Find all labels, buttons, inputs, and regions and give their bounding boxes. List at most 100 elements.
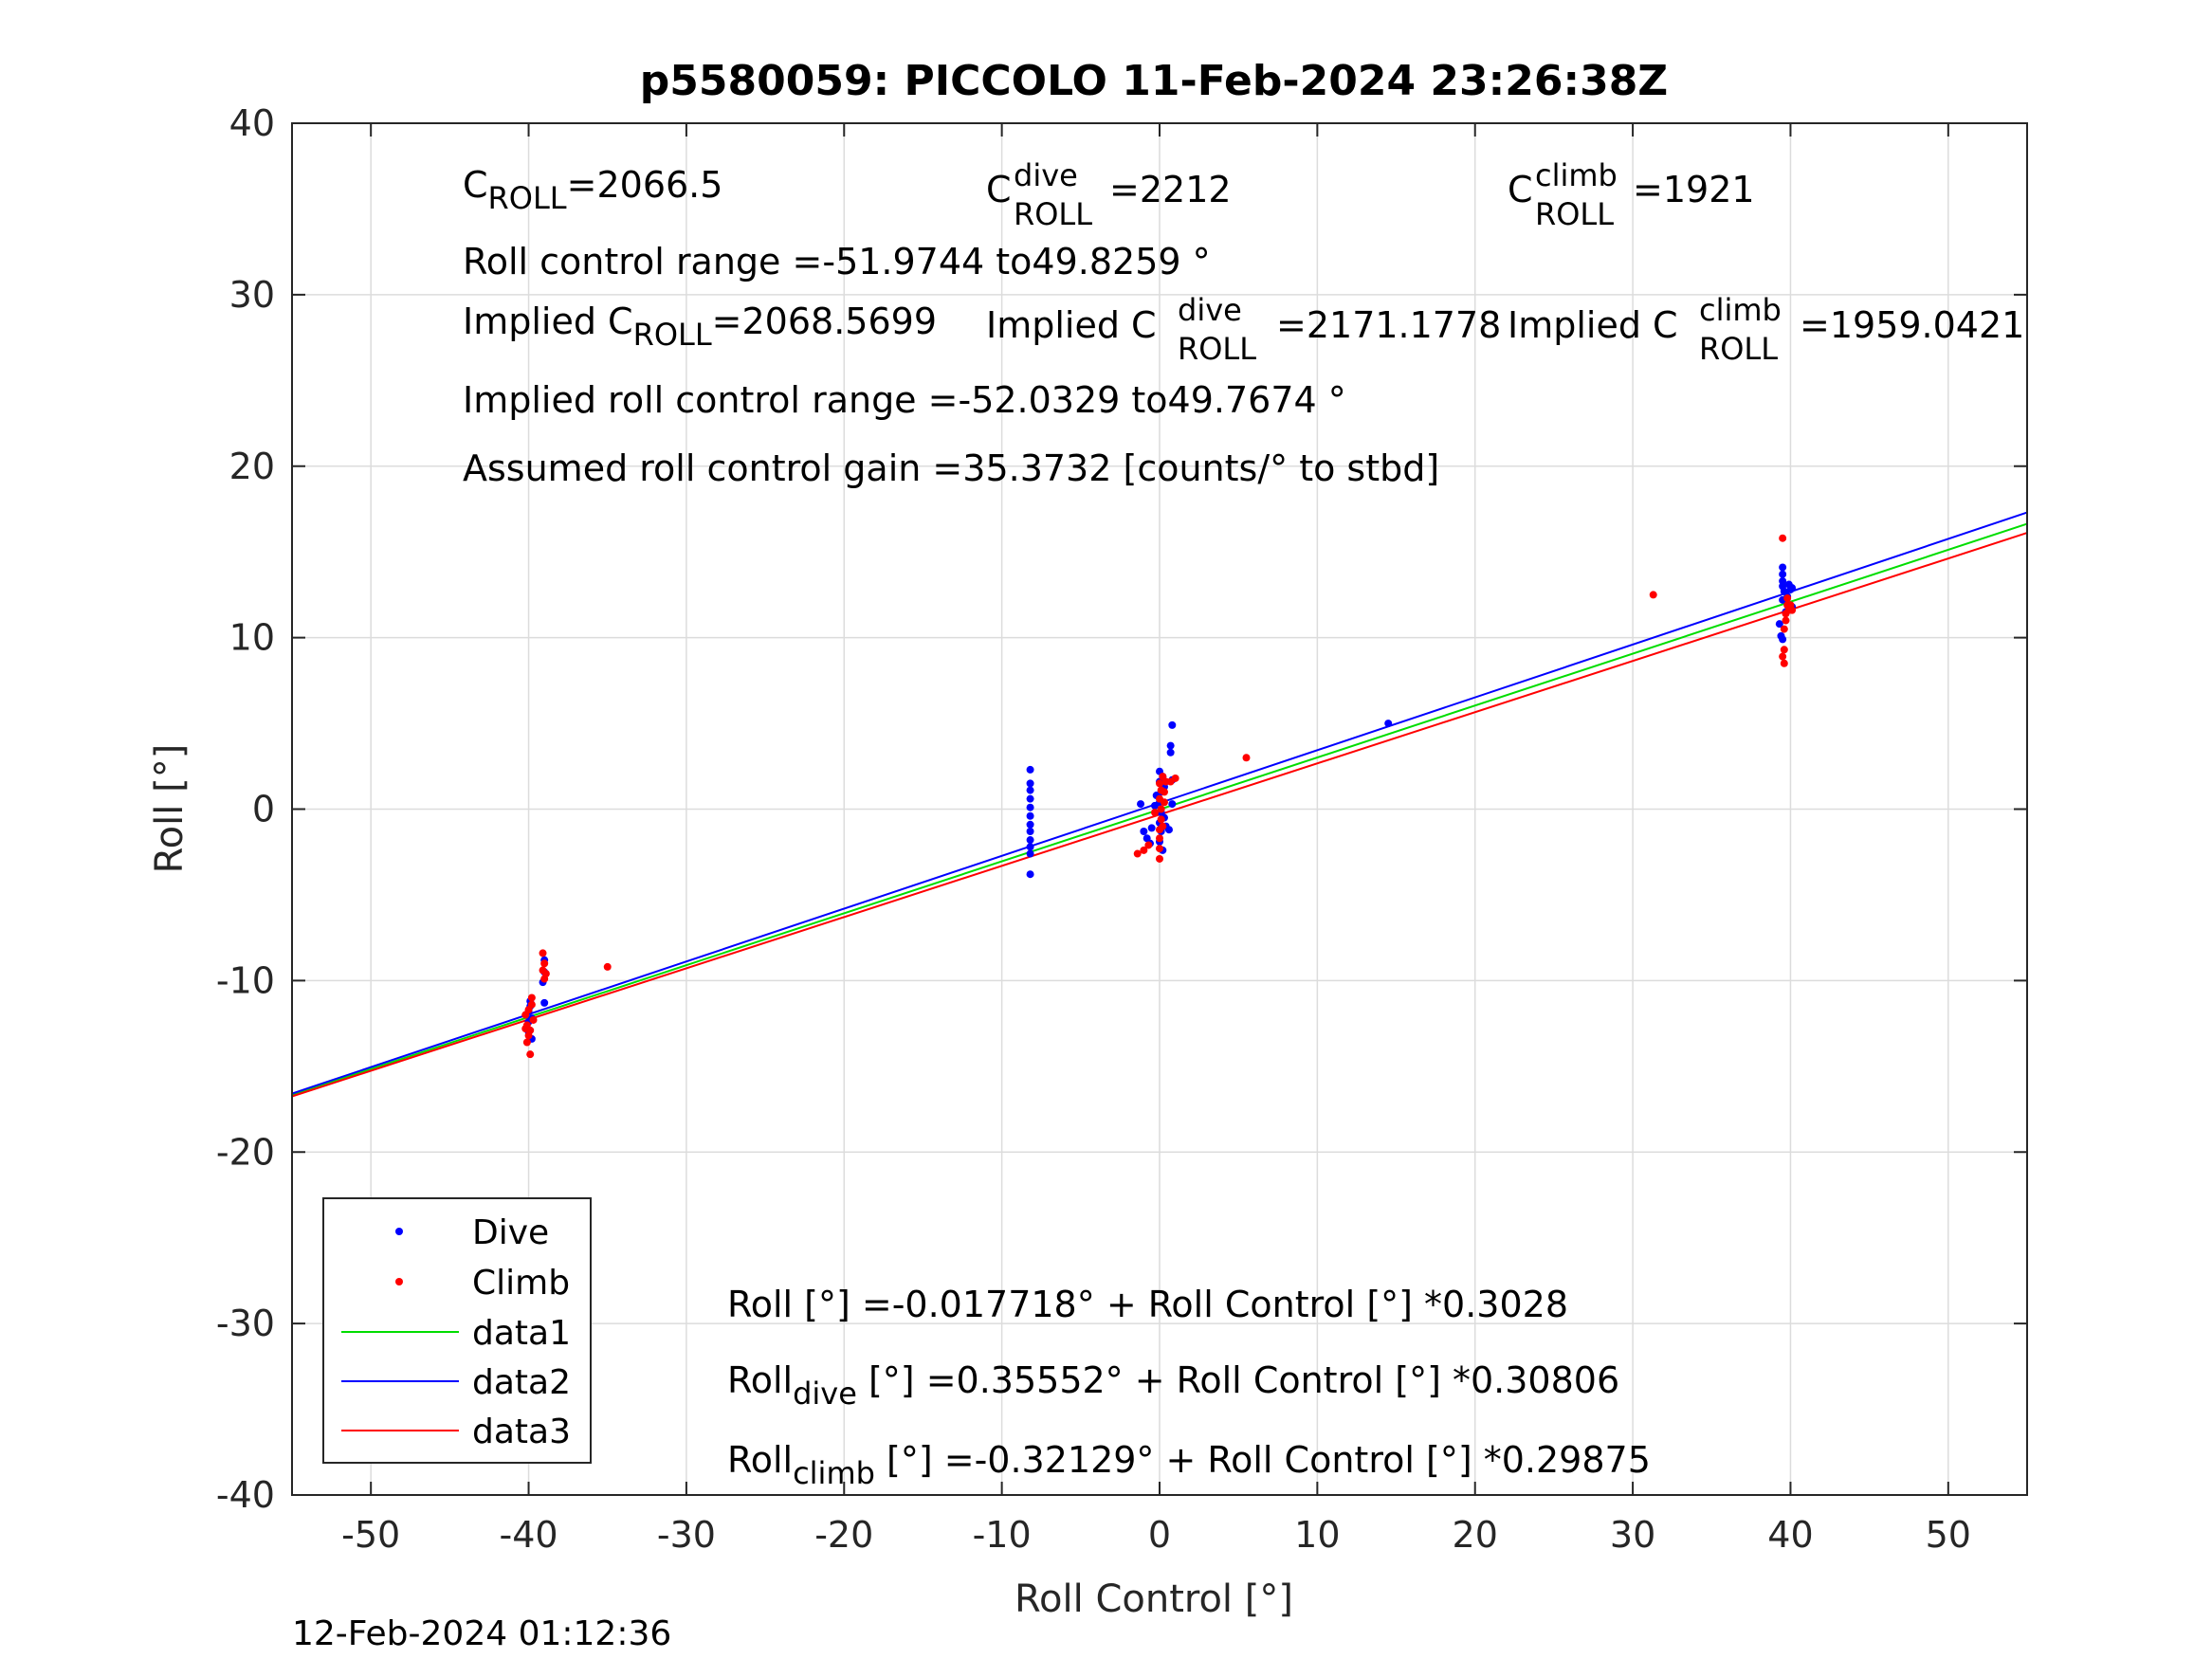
dive-point (1779, 635, 1787, 644)
climb-point (1649, 591, 1657, 599)
climb-point (1782, 616, 1790, 625)
fit-dive-base: Roll (727, 1359, 793, 1401)
x-tick-label: -30 (657, 1514, 716, 1556)
implied-c-roll-dive-value: =2171.1778 (1276, 304, 1501, 346)
dive-point (1140, 828, 1148, 836)
annotation-implied-c-roll-dive: Implied C dive ROLL =2171.1778 (986, 292, 1501, 367)
svg-text:Implied CROLL=2068.5699: Implied CROLL=2068.5699 (463, 301, 937, 353)
y-axis-label: Roll [°] (148, 744, 192, 874)
y-tick-label: 0 (252, 789, 275, 830)
y-tick-label: 10 (229, 617, 275, 659)
climb-point (1157, 805, 1165, 813)
climb-point (1140, 846, 1148, 854)
dive-point (1026, 803, 1034, 811)
climb-point (1242, 754, 1251, 762)
dive-point (1026, 843, 1034, 851)
dive-point (1026, 828, 1034, 836)
implied-c-roll-dive-sub: ROLL (1178, 331, 1256, 367)
assumed-roll-control-gain: Assumed roll control gain =35.3732 [coun… (463, 447, 1439, 489)
climb-point (1133, 849, 1142, 858)
dive-point (1026, 794, 1034, 803)
dive-point (1779, 576, 1787, 585)
x-tick-label: 40 (1767, 1514, 1813, 1556)
dive-point (1775, 620, 1783, 629)
implied-c-roll-climb-sup: climb (1699, 292, 1782, 328)
x-tick-label: 10 (1294, 1514, 1340, 1556)
c-roll-climb-value: =1921 (1633, 169, 1755, 210)
x-tick-label: 50 (1926, 1514, 1971, 1556)
climb-point (1779, 652, 1787, 661)
annotation-implied-c-roll-climb: Implied C climb ROLL =1959.0421 (1508, 292, 2024, 367)
climb-point (1780, 659, 1788, 667)
climb-point (1151, 809, 1160, 817)
dive-point (1147, 824, 1156, 832)
dive-point (540, 998, 549, 1007)
climb-point (1156, 845, 1163, 853)
dive-point (1026, 836, 1034, 845)
dive-point (1026, 786, 1034, 794)
fit-equation-dive: Rolldive [°] =0.35552° + Roll Control [°… (727, 1359, 1619, 1412)
dive-point (1384, 720, 1393, 728)
annotation-implied-c-roll: Implied CROLL=2068.5699 (463, 301, 937, 353)
legend-label: Dive (472, 1213, 549, 1252)
c-roll-sub: ROLL (488, 180, 567, 216)
implied-c-roll-value: =2068.5699 (712, 301, 937, 342)
climb-point (1159, 822, 1167, 830)
climb-point (1160, 788, 1168, 796)
implied-roll-control-range: Implied roll control range =-52.0329 to4… (463, 379, 1346, 421)
c-roll-dive-sup: dive (1014, 157, 1078, 193)
climb-point (527, 994, 536, 1002)
c-roll-climb-sub: ROLL (1535, 196, 1614, 232)
dive-point (1137, 800, 1145, 809)
climb-point (1156, 779, 1163, 788)
c-roll-base: C (463, 164, 488, 206)
grid (292, 123, 2027, 1495)
climb-point (1156, 834, 1163, 843)
climb-point (1779, 534, 1787, 542)
climb-point (540, 959, 549, 968)
x-tick-label: -50 (341, 1514, 400, 1556)
implied-c-roll-climb-prefix: Implied C (1508, 304, 1678, 346)
scatter-points (521, 534, 1797, 1059)
dive-point (1788, 584, 1797, 592)
climb-point (539, 949, 547, 957)
chart-title: p5580059: PICCOLO 11-Feb-2024 23:26:38Z (640, 57, 1668, 105)
dive-point (1026, 765, 1034, 774)
x-axis-label: Roll Control [°] (1015, 1577, 1293, 1621)
y-tick-label: -30 (216, 1303, 275, 1344)
climb-point (1144, 841, 1153, 849)
implied-c-roll-prefix: Implied C (463, 301, 633, 342)
climb-point (1171, 774, 1179, 782)
dive-point (1166, 741, 1175, 750)
climb-point (522, 1038, 531, 1047)
c-roll-climb-sup: climb (1535, 157, 1618, 193)
y-tick-label: -40 (216, 1474, 275, 1516)
climb-point (1780, 625, 1788, 633)
c-roll-value: =2066.5 (567, 164, 723, 206)
climb-point (529, 1015, 538, 1024)
timestamp: 12-Feb-2024 01:12:36 (292, 1614, 671, 1653)
fit-equation-all: Roll [°] =-0.017718° + Roll Control [°] … (727, 1284, 1568, 1325)
c-roll-dive-sub: ROLL (1014, 196, 1092, 232)
fit-climb-base: Roll (727, 1439, 793, 1481)
dive-point (1026, 849, 1034, 858)
dive-point (1026, 820, 1034, 829)
legend-box (322, 1197, 592, 1464)
y-tick-label: -10 (216, 959, 275, 1001)
dive-point (1168, 720, 1177, 729)
climb-point (1156, 854, 1163, 863)
dive-point (1779, 563, 1787, 572)
implied-c-roll-dive-prefix: Implied C (986, 304, 1157, 346)
climb-point (1160, 798, 1168, 807)
fit-dive-rest: [°] =0.35552° + Roll Control [°] *0.3080… (857, 1359, 1619, 1401)
dive-point (1168, 800, 1177, 809)
legend: Dive Climb data1 data2 data3 (322, 1197, 592, 1464)
annotation-c-roll-climb: C climb ROLL =1921 (1508, 157, 1755, 232)
legend-label: data1 (472, 1314, 571, 1353)
climb-point (521, 1025, 530, 1033)
annotation-c-roll-dive: C dive ROLL =2212 (986, 157, 1232, 232)
implied-c-roll-climb-value: =1959.0421 (1800, 304, 2024, 346)
legend-marker-climb (395, 1278, 403, 1285)
dive-point (1779, 570, 1787, 578)
